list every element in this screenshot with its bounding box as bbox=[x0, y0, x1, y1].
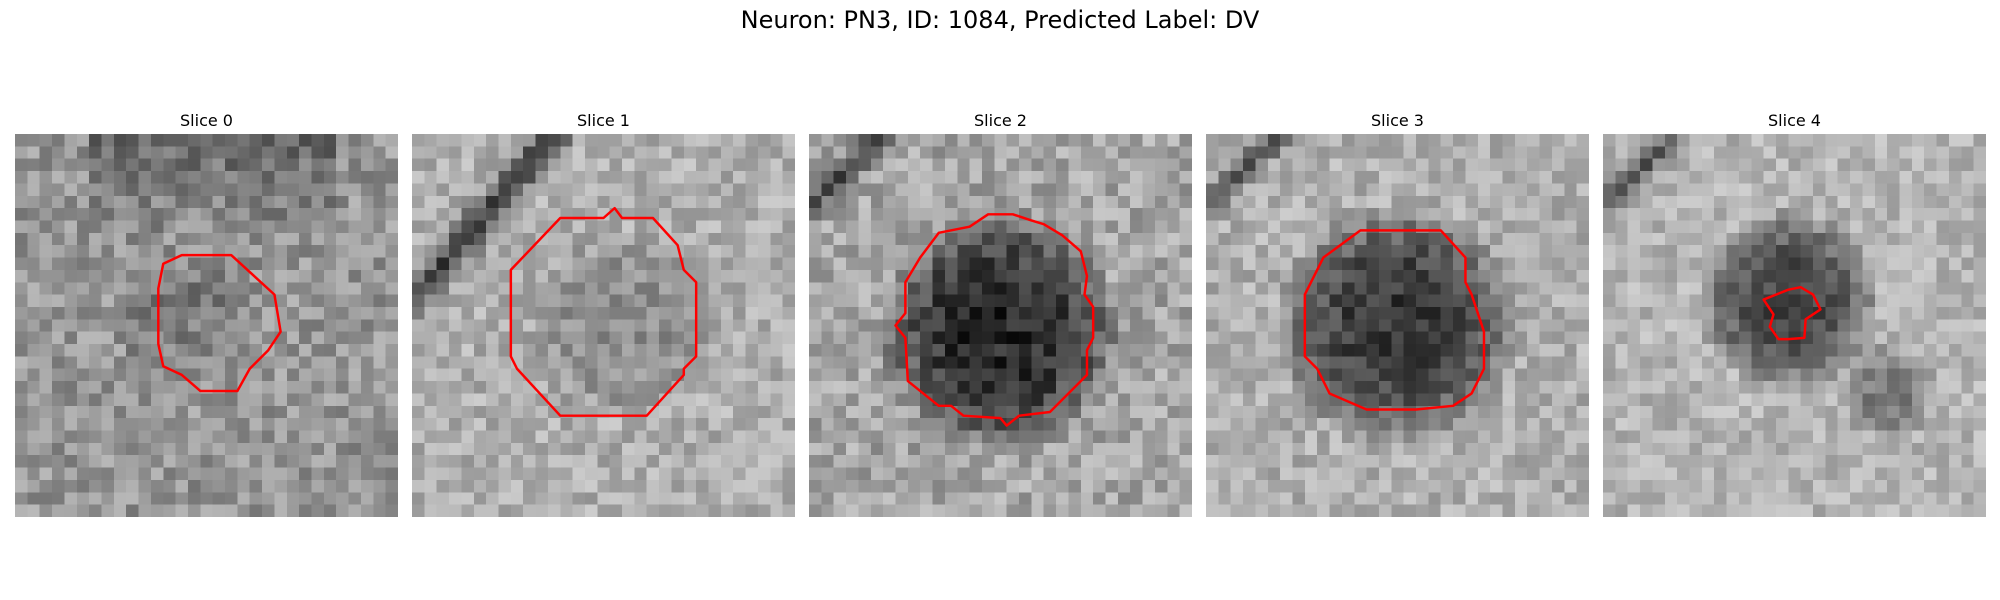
slice-image-3 bbox=[1206, 134, 1589, 517]
slice-image-1 bbox=[412, 134, 795, 517]
segmentation-contour-4 bbox=[1762, 285, 1822, 341]
slice-panel-2: Slice 2 bbox=[809, 108, 1192, 517]
microscopy-image-4 bbox=[1603, 134, 1986, 517]
microscopy-image-3 bbox=[1206, 134, 1589, 517]
microscopy-image-2 bbox=[809, 134, 1192, 517]
slice-panel-4: Slice 4 bbox=[1603, 108, 1986, 517]
slice-image-2 bbox=[809, 134, 1192, 517]
segmentation-contour-0 bbox=[157, 253, 282, 393]
slice-panel-1: Slice 1 bbox=[412, 108, 795, 517]
slice-image-4 bbox=[1603, 134, 1986, 517]
slice-image-0 bbox=[15, 134, 398, 517]
slice-title-3: Slice 3 bbox=[1371, 111, 1424, 130]
slice-title-2: Slice 2 bbox=[974, 111, 1027, 130]
figure-title: Neuron: PN3, ID: 1084, Predicted Label: … bbox=[740, 6, 1260, 34]
microscopy-image-1 bbox=[412, 134, 795, 517]
segmentation-contour-1 bbox=[509, 206, 698, 417]
slice-panel-3: Slice 3 bbox=[1206, 108, 1589, 517]
slice-panel-0: Slice 0 bbox=[15, 108, 398, 517]
slice-title-1: Slice 1 bbox=[577, 111, 630, 130]
segmentation-contour-3 bbox=[1303, 229, 1486, 411]
segmentation-contour-2 bbox=[894, 213, 1095, 427]
slice-title-0: Slice 0 bbox=[180, 111, 233, 130]
microscopy-image-0 bbox=[15, 134, 398, 517]
slice-title-4: Slice 4 bbox=[1768, 111, 1821, 130]
